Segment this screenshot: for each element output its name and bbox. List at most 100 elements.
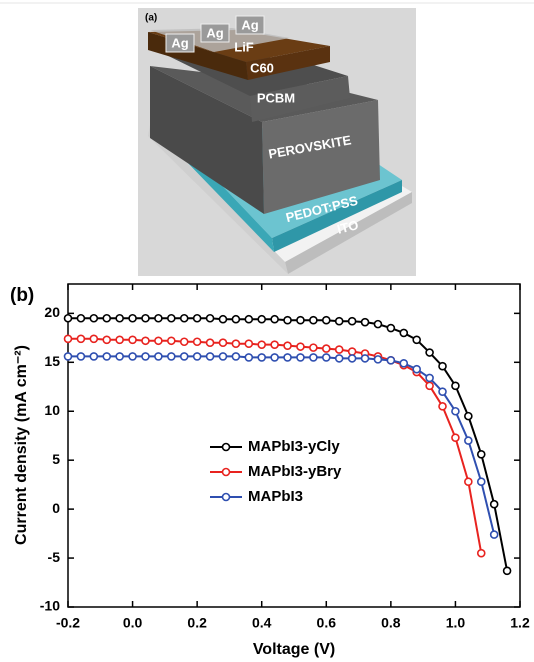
- x-tick-label: 0.6: [317, 615, 337, 631]
- data-point: [76, 334, 86, 344]
- data-point: [154, 352, 163, 361]
- data-point: [128, 352, 137, 361]
- data-point: [76, 352, 86, 361]
- data-point: [412, 364, 421, 374]
- layer-label: Ag: [241, 17, 258, 32]
- data-point: [115, 335, 124, 345]
- data-point: [296, 353, 305, 362]
- data-point: [476, 548, 486, 558]
- x-tick-label: 0.0: [123, 615, 143, 631]
- series-line: [68, 355, 496, 535]
- device-schematic: [138, 8, 416, 276]
- data-point: [321, 315, 331, 325]
- data-point: [102, 313, 112, 323]
- data-point: [334, 316, 344, 326]
- data-point: [283, 353, 292, 362]
- panel-label: (b): [10, 285, 34, 306]
- y-tick-label: 10: [44, 402, 60, 418]
- data-point: [399, 328, 409, 338]
- layer-label: LiF: [234, 39, 254, 54]
- data-point: [309, 315, 318, 325]
- data-point: [128, 313, 137, 323]
- x-axis-label: Voltage (V): [253, 641, 335, 658]
- y-tick-label: 0: [52, 500, 60, 516]
- data-point: [321, 344, 331, 353]
- data-point: [244, 353, 254, 362]
- data-point: [451, 433, 460, 442]
- plot-frame: [67, 283, 521, 608]
- data-point: [309, 343, 318, 352]
- data-point: [76, 313, 86, 323]
- data-point: [309, 353, 318, 362]
- data-point: [270, 353, 279, 362]
- data-point: [502, 566, 512, 576]
- data-point: [179, 352, 189, 361]
- data-point: [360, 354, 370, 363]
- data-point: [373, 355, 383, 364]
- x-tick-label: 1.0: [446, 615, 466, 631]
- data-point: [102, 352, 112, 361]
- data-point: [231, 352, 241, 361]
- data-point: [205, 352, 215, 361]
- data-point: [296, 315, 305, 325]
- data-point: [464, 477, 473, 487]
- data-point: [399, 358, 409, 368]
- data-point: [231, 339, 241, 349]
- data-point: [192, 313, 202, 323]
- data-point: [63, 352, 73, 361]
- data-point: [115, 313, 124, 323]
- data-point: [489, 530, 499, 539]
- data-point: [167, 336, 176, 346]
- data-point: [141, 352, 150, 361]
- data-point: [218, 352, 228, 361]
- data-point: [63, 334, 73, 344]
- data-point: [128, 335, 137, 345]
- data-point: [489, 499, 499, 509]
- data-point: [386, 323, 396, 333]
- data-point: [451, 406, 460, 416]
- data-point: [257, 314, 267, 324]
- y-tick-label: -5: [48, 549, 61, 565]
- legend-label: MAPbI3-yBry: [248, 463, 342, 480]
- data-point: [270, 314, 279, 324]
- data-point: [154, 313, 163, 323]
- y-tick-label: 20: [44, 304, 60, 320]
- x-tick-label: 0.4: [252, 615, 272, 631]
- data-point: [283, 341, 292, 350]
- y-tick-label: -10: [40, 598, 60, 614]
- data-point: [167, 352, 176, 361]
- data-point: [360, 317, 370, 327]
- x-tick-label: 0.2: [187, 615, 207, 631]
- data-point: [179, 337, 189, 347]
- data-point: [231, 314, 241, 324]
- y-tick-label: 5: [52, 451, 60, 467]
- data-point: [244, 314, 254, 324]
- data-point: [270, 340, 279, 349]
- data-point: [89, 352, 99, 361]
- layer-label: PCBM: [257, 90, 295, 105]
- legend-marker: [221, 442, 231, 452]
- data-point: [347, 354, 357, 363]
- x-tick-label: -0.2: [56, 615, 80, 631]
- x-tick-label: 1.2: [510, 615, 530, 631]
- data-point: [218, 314, 228, 324]
- data-point: [167, 313, 176, 323]
- data-point: [102, 335, 112, 345]
- data-point: [476, 450, 486, 459]
- data-point: [425, 373, 434, 383]
- legend-label: MAPbI3-yCly: [248, 438, 340, 455]
- layer-label: Ag: [206, 25, 223, 40]
- data-point: [89, 313, 99, 323]
- data-point: [63, 313, 73, 323]
- legend-marker: [221, 467, 231, 477]
- data-point: [192, 337, 202, 347]
- data-point: [438, 402, 447, 411]
- data-point: [386, 356, 396, 365]
- data-point: [89, 334, 99, 344]
- data-point: [464, 411, 473, 421]
- data-point: [244, 339, 254, 349]
- data-point: [373, 319, 383, 329]
- data-point: [425, 348, 434, 357]
- data-point: [438, 361, 447, 371]
